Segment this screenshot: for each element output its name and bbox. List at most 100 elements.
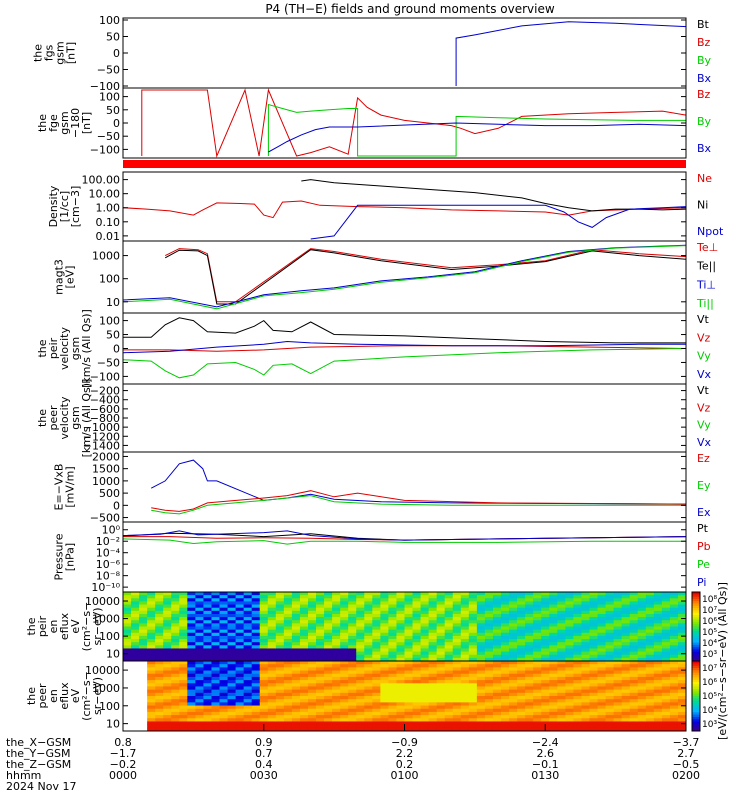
y-tick-label: 0: [113, 343, 120, 356]
svg-text:Density: Density: [47, 185, 60, 227]
y-tick-label: 10⁻¹⁰: [91, 581, 120, 594]
legend-item: Ey: [697, 479, 711, 492]
y-axis-label: Pressure[nPa]: [53, 533, 77, 580]
svg-text:gsm: gsm: [54, 41, 67, 64]
y-axis-label: E=−VxB[mV/m]: [53, 464, 77, 511]
svg-text:velocity: velocity: [58, 327, 71, 370]
x-tick-label: 0.7: [255, 747, 273, 760]
y-tick-label: 0: [113, 117, 120, 130]
y-tick-label: 10000: [85, 664, 120, 677]
colorbar-tick: 10³: [702, 650, 717, 660]
y-tick-label: 10⁻⁶: [96, 558, 121, 571]
panel-frame: [122, 383, 687, 453]
series-pressure-pb: [123, 536, 686, 541]
y-tick-label: 2000: [92, 450, 120, 463]
date-label: 2024 Nov 17: [6, 780, 76, 793]
x-tick-label: 2.7: [677, 747, 695, 760]
y-tick-label: 1500: [92, 463, 120, 476]
series-density-ne: [123, 200, 686, 219]
y-tick-label: 100: [99, 273, 120, 286]
colorbar-tick: 10⁴: [702, 706, 717, 716]
x-tick-label: 2.6: [537, 747, 555, 760]
svg-text:peir: peir: [47, 337, 60, 359]
svg-text:eflux: eflux: [58, 682, 71, 710]
legend-item: Bz: [697, 88, 711, 101]
legend-item: Vt: [697, 313, 710, 326]
y-tick-label: −1200: [83, 430, 120, 443]
x-tick-label: 0.9: [255, 736, 273, 749]
legend-item: Ti⊥: [696, 278, 716, 291]
y-tick-label: 10: [106, 648, 120, 661]
svg-text:sr−eV): sr−eV): [91, 607, 104, 645]
legend-item: Vy: [697, 419, 711, 432]
series-fge-by: [267, 103, 686, 157]
series-fgs-bt: [455, 21, 686, 86]
y-tick-label: 10⁻⁸: [96, 570, 121, 583]
y-tick-label: 100: [99, 14, 120, 27]
legend-item: Vx: [697, 368, 712, 381]
svg-text:sr−eV): sr−eV): [91, 677, 104, 715]
y-tick-label: −600: [90, 403, 120, 416]
y-axis-label: magt3[eV]: [53, 259, 77, 295]
svg-text:peir: peir: [36, 615, 49, 637]
separator-bar: [123, 160, 686, 168]
panel-peir_spec: 10000100010010thepeirenefluxeV(cm²−s−sr−…: [25, 591, 687, 662]
x-tick-label: −0.9: [391, 736, 418, 749]
x-tick-label: −0.2: [110, 758, 137, 771]
legend-item: Pb: [697, 540, 711, 553]
svg-text:[1/cc]: [1/cc]: [58, 191, 71, 222]
x-tick-label: 0.8: [114, 736, 132, 749]
series-temp-te: [164, 249, 686, 305]
colorbar-tick: 10⁶: [702, 678, 717, 688]
peir_spec-spectrogram: [123, 592, 686, 661]
legend-item: Pt: [697, 522, 709, 535]
legend-item: Ex: [697, 506, 711, 519]
y-tick-label: −50: [97, 130, 120, 143]
legend-fgs: Bt Bz By Bx: [697, 18, 712, 85]
legend-item: Bt: [697, 18, 710, 31]
svg-text:en: en: [47, 620, 60, 634]
y-tick-label: 50: [106, 31, 120, 44]
y-tick-label: 50: [106, 104, 120, 117]
y-tick-label: 10: [106, 718, 120, 731]
svg-text:the: the: [36, 409, 49, 427]
x-tick-label: −2.4: [532, 736, 559, 749]
svg-text:[nPa]: [nPa]: [64, 543, 77, 571]
series-temp-te: [164, 248, 686, 303]
svg-text:peer: peer: [36, 683, 49, 709]
y-tick-label: 1000: [92, 613, 120, 626]
y-tick-label: −1400: [83, 439, 120, 452]
y-tick-label: 0: [113, 499, 120, 512]
y-tick-label: 10: [106, 296, 120, 309]
y-tick-label: 1.00: [96, 202, 121, 215]
y-tick-label: 100: [99, 700, 120, 713]
y-tick-label: 10⁻⁴: [96, 547, 121, 560]
svg-text:[km/s (All Qs)]: [km/s (All Qs)]: [80, 309, 93, 388]
legend-peer: Vt Vz Vy Vx: [697, 384, 712, 449]
svg-text:en: en: [47, 689, 60, 703]
y-tick-label: −800: [90, 412, 120, 425]
legend-peir: Vt Vz Vy Vx: [697, 313, 712, 381]
svg-text:eflux: eflux: [58, 612, 71, 640]
svg-text:(cm²−s−: (cm²−s−: [80, 602, 93, 652]
series-efield-ey: [151, 495, 686, 515]
svg-text:Pressure: Pressure: [53, 533, 66, 580]
x-axis-row-label: the_X−GSM: [6, 736, 71, 749]
legend-item: Bx: [697, 72, 712, 85]
y-tick-label: 10000: [85, 595, 120, 608]
y-axis-label: Density[1/cc][cm−3]: [47, 185, 82, 227]
series-fge-bz: [141, 88, 686, 158]
colorbar-tick: 10⁵: [702, 628, 717, 638]
y-tick-label: 1000: [92, 250, 120, 263]
legend-density: Ne Ni Npot: [697, 172, 724, 238]
series-peir-vz: [123, 345, 686, 352]
legend-item: Ez: [697, 452, 710, 465]
svg-text:gsm: gsm: [69, 337, 82, 360]
x-tick-label: 0130: [531, 769, 559, 782]
svg-text:[nT]: [nT]: [65, 42, 78, 64]
